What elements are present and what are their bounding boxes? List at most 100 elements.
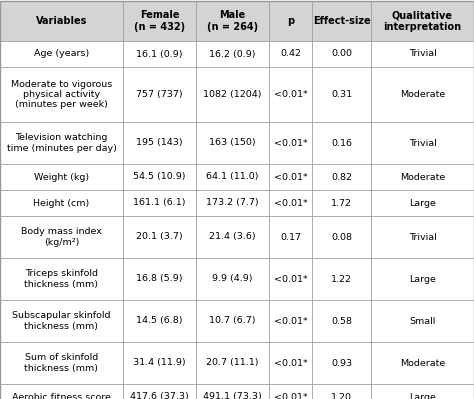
Text: Age (years): Age (years) xyxy=(34,49,89,59)
Text: <0.01*: <0.01* xyxy=(273,358,307,367)
Bar xyxy=(0,258,123,300)
Bar xyxy=(269,342,312,384)
Bar xyxy=(123,41,196,67)
Bar xyxy=(196,41,269,67)
Bar xyxy=(269,164,312,190)
Bar xyxy=(196,67,269,122)
Text: 10.7 (6.7): 10.7 (6.7) xyxy=(209,316,256,326)
Text: 163 (150): 163 (150) xyxy=(209,138,256,148)
Bar xyxy=(123,190,196,216)
Text: Moderate: Moderate xyxy=(400,172,445,182)
Bar xyxy=(269,190,312,216)
Bar xyxy=(0,300,123,342)
Bar xyxy=(371,258,474,300)
Text: 54.5 (10.9): 54.5 (10.9) xyxy=(133,172,186,182)
Text: 0.42: 0.42 xyxy=(280,49,301,59)
Bar xyxy=(123,258,196,300)
Text: 0.93: 0.93 xyxy=(331,358,352,367)
Text: Moderate: Moderate xyxy=(400,90,445,99)
Text: Moderate: Moderate xyxy=(400,358,445,367)
Text: 31.4 (11.9): 31.4 (11.9) xyxy=(133,358,186,367)
Text: Moderate to vigorous
physical activity
(minutes per week): Moderate to vigorous physical activity (… xyxy=(11,79,112,109)
Text: <0.01*: <0.01* xyxy=(273,393,307,399)
Bar xyxy=(312,216,371,258)
Text: Trivial: Trivial xyxy=(409,138,437,148)
Text: Small: Small xyxy=(410,316,436,326)
Text: Body mass index
(kg/m²): Body mass index (kg/m²) xyxy=(21,227,102,247)
Bar xyxy=(196,384,269,399)
Bar xyxy=(371,67,474,122)
Bar xyxy=(123,67,196,122)
Bar xyxy=(269,300,312,342)
Bar xyxy=(371,384,474,399)
Bar xyxy=(123,384,196,399)
Bar xyxy=(312,41,371,67)
Text: 1082 (1204): 1082 (1204) xyxy=(203,90,262,99)
Text: 14.5 (6.8): 14.5 (6.8) xyxy=(136,316,183,326)
Text: 417.6 (37.3): 417.6 (37.3) xyxy=(130,393,189,399)
Bar xyxy=(371,122,474,164)
Bar xyxy=(269,216,312,258)
Text: 195 (143): 195 (143) xyxy=(136,138,183,148)
Bar xyxy=(269,122,312,164)
Bar xyxy=(371,300,474,342)
Text: Female
(n = 432): Female (n = 432) xyxy=(134,10,185,32)
Bar xyxy=(0,216,123,258)
Bar xyxy=(371,41,474,67)
Bar xyxy=(196,190,269,216)
Bar xyxy=(123,164,196,190)
Bar xyxy=(196,342,269,384)
Text: Qualitative
interpretation: Qualitative interpretation xyxy=(383,10,462,32)
Text: Aerobic fitness score: Aerobic fitness score xyxy=(12,393,111,399)
Text: <0.01*: <0.01* xyxy=(273,90,307,99)
Text: 491.1 (73.3): 491.1 (73.3) xyxy=(203,393,262,399)
Text: Triceps skinfold
thickness (mm): Triceps skinfold thickness (mm) xyxy=(25,269,99,289)
Bar xyxy=(0,190,123,216)
Bar xyxy=(196,216,269,258)
Text: Effect-size: Effect-size xyxy=(313,16,370,26)
Text: 64.1 (11.0): 64.1 (11.0) xyxy=(206,172,259,182)
Bar xyxy=(371,164,474,190)
Text: Variables: Variables xyxy=(36,16,87,26)
Bar xyxy=(0,122,123,164)
Text: Large: Large xyxy=(409,393,436,399)
Text: <0.01*: <0.01* xyxy=(273,172,307,182)
Bar xyxy=(196,1,269,41)
Bar xyxy=(312,300,371,342)
Bar xyxy=(269,67,312,122)
Text: Large: Large xyxy=(409,275,436,284)
Text: 1.22: 1.22 xyxy=(331,275,352,284)
Bar xyxy=(196,258,269,300)
Text: Large: Large xyxy=(409,198,436,207)
Text: 0.58: 0.58 xyxy=(331,316,352,326)
Text: 0.08: 0.08 xyxy=(331,233,352,241)
Bar xyxy=(312,122,371,164)
Text: 161.1 (6.1): 161.1 (6.1) xyxy=(133,198,186,207)
Text: 16.2 (0.9): 16.2 (0.9) xyxy=(209,49,256,59)
Bar xyxy=(312,258,371,300)
Text: Male
(n = 264): Male (n = 264) xyxy=(207,10,258,32)
Bar xyxy=(312,164,371,190)
Text: Height (cm): Height (cm) xyxy=(33,198,90,207)
Bar xyxy=(0,164,123,190)
Bar xyxy=(269,384,312,399)
Text: 1.20: 1.20 xyxy=(331,393,352,399)
Text: 1.72: 1.72 xyxy=(331,198,352,207)
Bar xyxy=(312,1,371,41)
Bar xyxy=(371,216,474,258)
Text: Subscapular skinfold
thickness (mm): Subscapular skinfold thickness (mm) xyxy=(12,311,111,331)
Text: 21.4 (3.6): 21.4 (3.6) xyxy=(209,233,256,241)
Text: Sum of skinfold
thickness (mm): Sum of skinfold thickness (mm) xyxy=(25,353,99,373)
Text: 0.31: 0.31 xyxy=(331,90,352,99)
Text: 20.1 (3.7): 20.1 (3.7) xyxy=(136,233,183,241)
Text: 0.00: 0.00 xyxy=(331,49,352,59)
Bar xyxy=(196,164,269,190)
Text: 0.16: 0.16 xyxy=(331,138,352,148)
Text: <0.01*: <0.01* xyxy=(273,275,307,284)
Text: Weight (kg): Weight (kg) xyxy=(34,172,89,182)
Text: 173.2 (7.7): 173.2 (7.7) xyxy=(206,198,259,207)
Text: 20.7 (11.1): 20.7 (11.1) xyxy=(206,358,259,367)
Bar xyxy=(269,1,312,41)
Text: 757 (737): 757 (737) xyxy=(136,90,183,99)
Bar xyxy=(0,384,123,399)
